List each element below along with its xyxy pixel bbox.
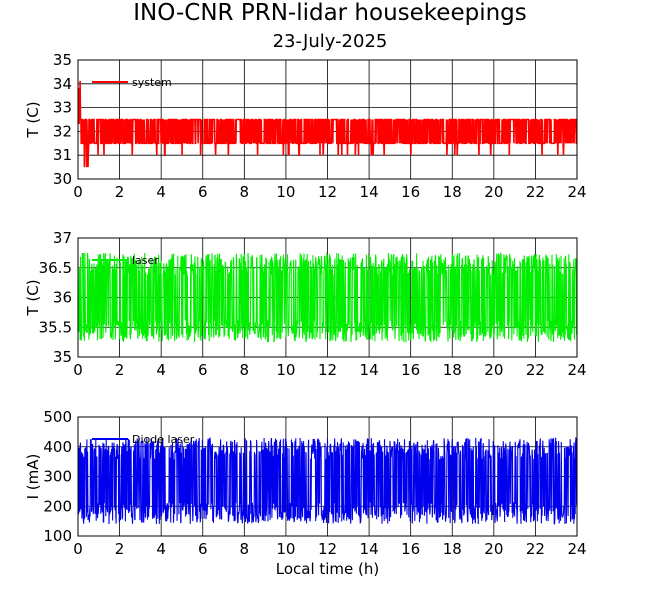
y-tick-label: 35.5 — [39, 318, 72, 336]
x-axis-label: Local time (h) — [276, 560, 380, 578]
y-tick-label: 37 — [53, 229, 72, 247]
x-tick-label: 6 — [198, 361, 208, 379]
x-tick-label: 22 — [526, 361, 545, 379]
x-tick-label: 12 — [318, 361, 337, 379]
series-line-system — [78, 80, 577, 168]
x-tick-label: 4 — [156, 540, 166, 558]
y-tick-label: 34 — [53, 75, 72, 93]
x-tick-label: 20 — [484, 540, 503, 558]
y-tick-label: 31 — [53, 146, 72, 164]
y-tick-label: 500 — [43, 408, 72, 426]
y-tick-label: 35 — [53, 348, 72, 366]
x-tick-label: 16 — [401, 361, 420, 379]
y-axis-label: T (C) — [24, 101, 42, 138]
x-tick-label: 4 — [156, 183, 166, 201]
x-tick-label: 22 — [526, 540, 545, 558]
figure-subtitle: 23-July-2025 — [273, 31, 388, 52]
x-tick-label: 6 — [198, 183, 208, 201]
y-tick-label: 32 — [53, 122, 72, 140]
x-tick-label: 18 — [443, 540, 462, 558]
x-tick-label: 22 — [526, 183, 545, 201]
x-tick-label: 10 — [276, 183, 295, 201]
x-tick-label: 16 — [401, 183, 420, 201]
x-tick-label: 2 — [115, 183, 125, 201]
x-tick-label: 8 — [240, 361, 250, 379]
x-tick-label: 18 — [443, 361, 462, 379]
x-tick-label: 12 — [318, 183, 337, 201]
y-tick-label: 33 — [53, 99, 72, 117]
x-tick-label: 12 — [318, 540, 337, 558]
legend-label: Diode laser — [132, 433, 195, 446]
x-tick-label: 0 — [73, 361, 83, 379]
x-tick-label: 2 — [115, 540, 125, 558]
y-tick-label: 36.5 — [39, 259, 72, 277]
x-tick-label: 8 — [240, 183, 250, 201]
y-tick-label: 200 — [43, 497, 72, 515]
y-tick-label: 300 — [43, 468, 72, 486]
y-tick-label: 400 — [43, 438, 72, 456]
x-tick-label: 8 — [240, 540, 250, 558]
x-tick-label: 4 — [156, 361, 166, 379]
y-tick-label: 30 — [53, 170, 72, 188]
x-tick-label: 20 — [484, 361, 503, 379]
x-tick-label: 24 — [567, 540, 586, 558]
x-tick-label: 16 — [401, 540, 420, 558]
x-tick-label: 2 — [115, 361, 125, 379]
y-axis-label: T (C) — [24, 279, 42, 316]
series-line-diode-laser — [78, 436, 577, 525]
x-tick-label: 0 — [73, 183, 83, 201]
x-tick-label: 6 — [198, 540, 208, 558]
x-tick-label: 24 — [567, 183, 586, 201]
x-tick-label: 24 — [567, 361, 586, 379]
y-tick-label: 35 — [53, 51, 72, 69]
x-tick-label: 0 — [73, 540, 83, 558]
series-line-laser — [78, 251, 577, 343]
legend-label: system — [132, 76, 172, 89]
x-tick-label: 14 — [360, 540, 379, 558]
plot-frame — [77, 237, 578, 358]
x-tick-label: 14 — [360, 361, 379, 379]
x-tick-label: 10 — [276, 540, 295, 558]
y-axis-label: I (mA) — [24, 454, 42, 500]
plot-frame — [77, 59, 578, 180]
figure-title: INO-CNR PRN-lidar housekeepings — [133, 0, 527, 26]
x-tick-label: 20 — [484, 183, 503, 201]
y-tick-label: 36 — [53, 289, 72, 307]
x-tick-label: 14 — [360, 183, 379, 201]
y-tick-label: 100 — [43, 527, 72, 545]
plot-frame — [77, 416, 578, 537]
x-tick-label: 18 — [443, 183, 462, 201]
x-tick-label: 10 — [276, 361, 295, 379]
legend-label: laser — [132, 254, 159, 267]
